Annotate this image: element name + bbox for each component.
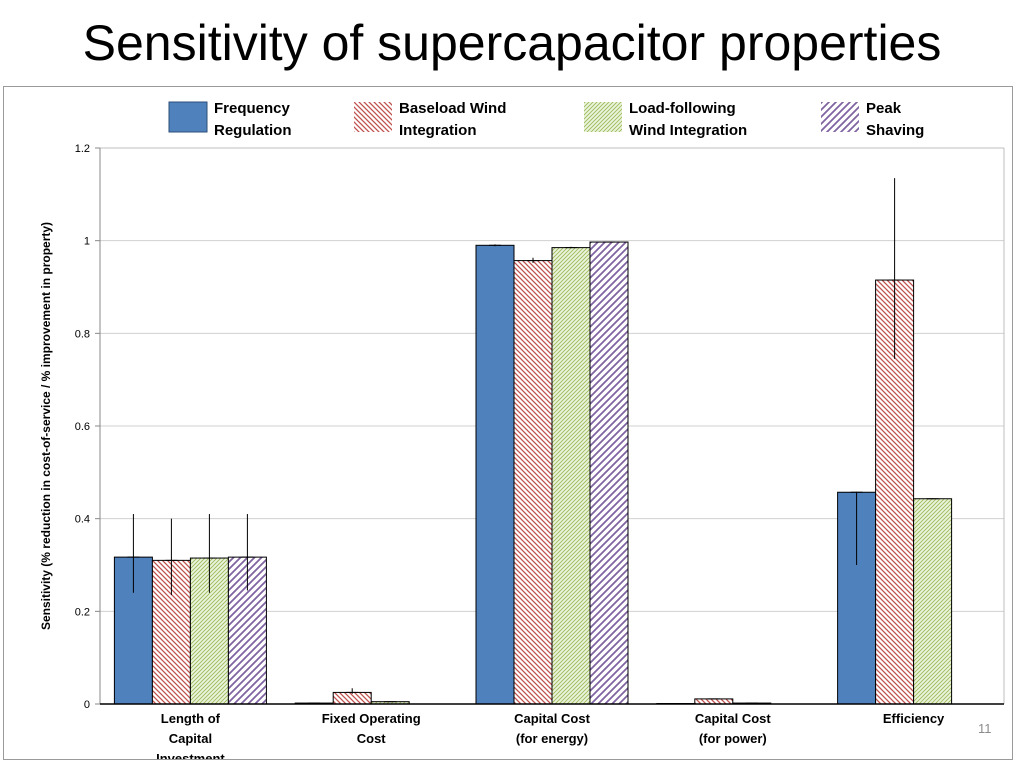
chart-frame: 0 0.2 0.4 0.6 0.8 1 1.2 Sensitivity (% reductio… <box>3 86 1013 760</box>
x-tick-label: Length of Capital Investment <box>156 711 225 759</box>
legend-swatch <box>168 101 208 133</box>
y-tick-label: 1 <box>84 236 90 248</box>
bar <box>513 260 553 705</box>
bar <box>551 247 591 705</box>
y-tick-label: 1.2 <box>75 143 90 155</box>
legend-swatch <box>354 102 392 132</box>
slide-number: 11 <box>978 721 992 736</box>
bar <box>475 244 515 705</box>
bar <box>332 691 372 705</box>
y-axis-label: Sensitivity (% reduction in cost-of-serv… <box>39 222 53 630</box>
legend-swatch <box>821 102 859 132</box>
y-tick-label: 0.8 <box>75 328 90 340</box>
bar <box>913 498 953 705</box>
y-tick-label: 0.2 <box>75 606 90 618</box>
y-tick-label: 0 <box>84 699 90 711</box>
legend-label: Load-following Wind Integration <box>629 100 747 139</box>
bar <box>694 698 734 705</box>
slide-title: Sensitivity of supercapacitor properties <box>82 15 942 71</box>
y-tick-label: 0.4 <box>75 514 90 526</box>
legend-label: Baseload Wind Integration <box>399 100 506 139</box>
x-tick-label: Efficiency <box>883 711 945 726</box>
bar-chart: 0 0.2 0.4 0.6 0.8 1 1.2 Sensitivity (% reductio… <box>39 100 1005 759</box>
x-tick-label: Fixed Operating Cost <box>322 711 421 746</box>
legend-label: Peak Shaving <box>866 100 924 139</box>
x-tick-label: Capital Cost (for energy) <box>514 711 591 746</box>
y-tick-label: 0.6 <box>75 421 90 433</box>
legend-label: Frequency Regulation <box>214 100 292 139</box>
bar <box>589 241 629 705</box>
legend-swatch <box>584 102 622 132</box>
x-tick-label: Capital Cost (for power) <box>695 711 772 746</box>
